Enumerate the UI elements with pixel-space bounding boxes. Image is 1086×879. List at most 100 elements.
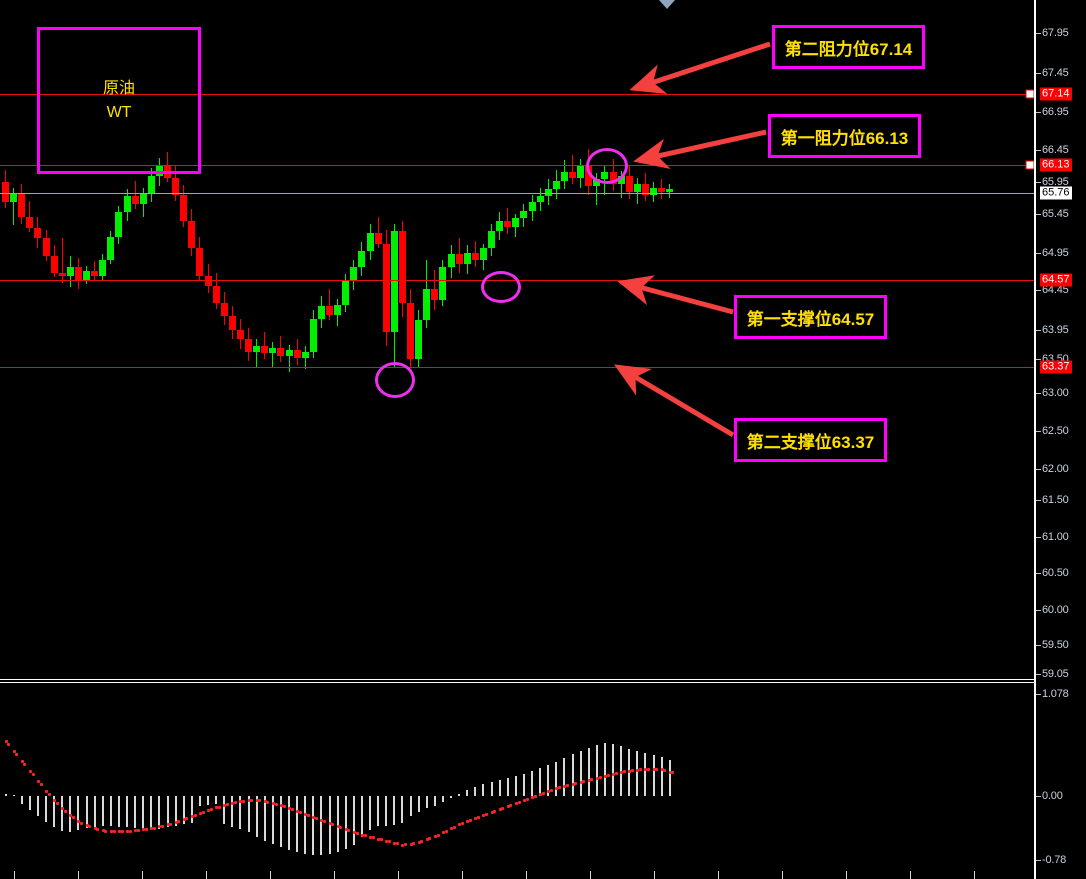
candle-body (577, 166, 585, 178)
macd-histogram-bar (571, 753, 574, 797)
price-tag-support-1[interactable]: 64.57 (1040, 273, 1072, 287)
axis-tick-label: 63.95 (1042, 324, 1069, 336)
macd-histogram-bar (433, 796, 436, 807)
macd-signal-point (231, 802, 235, 806)
macd-histogram-bar (134, 796, 137, 829)
macd-signal-point (355, 832, 359, 836)
macd-signal-point (579, 780, 583, 784)
level-line-last-price[interactable] (0, 193, 1034, 194)
price-tag-last-price[interactable]: 65.76 (1040, 186, 1072, 200)
marker-support2-touch[interactable] (375, 362, 415, 398)
annotation-second-resistance[interactable]: 第二阻力位67.14 (772, 25, 925, 69)
axis-tick-label: 62.50 (1042, 425, 1069, 437)
macd-signal-point (166, 823, 170, 827)
macd-signal-point (598, 776, 602, 780)
candle-body (569, 172, 576, 178)
macd-signal-point (88, 825, 92, 829)
macd-signal-point (128, 830, 132, 834)
macd-indicator-panel[interactable] (0, 683, 1034, 879)
macd-signal-point (541, 792, 545, 796)
candle-wick (256, 339, 258, 368)
macd-histogram-bar (36, 796, 39, 817)
candle-body (131, 196, 139, 204)
marker-support1-touch[interactable] (481, 271, 521, 303)
macd-signal-point (126, 830, 129, 834)
macd-histogram-bar (93, 796, 96, 828)
macd-histogram-bar (531, 770, 533, 797)
macd-signal-point (134, 829, 138, 833)
macd-signal-point (490, 811, 494, 815)
price-tag-resistance-2[interactable]: 67.14 (1040, 87, 1072, 101)
candle-body (123, 196, 131, 213)
chart-top-marker-icon (659, 0, 675, 9)
candle-body (439, 267, 447, 301)
axis-tick (1036, 359, 1041, 360)
macd-histogram-bar (458, 794, 461, 797)
axis-tick (1036, 182, 1041, 183)
level-line-resistance-1[interactable] (0, 165, 1034, 166)
macd-histogram-bar (352, 796, 355, 845)
symbol-line-2: WT (106, 103, 132, 121)
macd-histogram-bar (85, 796, 88, 829)
macd-histogram-bar (644, 752, 647, 797)
candle-body (504, 220, 512, 227)
macd-histogram-bar (344, 796, 347, 849)
macd-signal-point (242, 799, 246, 803)
level-line-resistance-2[interactable] (0, 94, 1034, 95)
macd-signal-point (23, 763, 27, 767)
macd-signal-point (45, 790, 48, 793)
macd-signal-point (320, 819, 324, 823)
axis-tick-label: 60.00 (1042, 604, 1069, 616)
macd-signal-point (630, 769, 634, 773)
macd-signal-point (522, 799, 526, 803)
candle-body (342, 281, 350, 305)
candle-wick (620, 170, 622, 198)
macd-signal-point (614, 772, 618, 776)
macd-signal-point (169, 822, 173, 826)
candle-wick (272, 341, 274, 368)
candle-wick (13, 187, 15, 226)
macd-signal-point (258, 799, 262, 803)
candle-body (83, 271, 90, 281)
macd-grid-tick (334, 871, 335, 879)
macd-histogram-bar (514, 775, 517, 797)
macd-signal-point (606, 774, 610, 778)
annotation-second-support[interactable]: 第二支撑位63.37 (734, 418, 887, 462)
candle-wick (94, 261, 96, 282)
annotation-first-resistance[interactable]: 第一阻力位66.13 (768, 114, 921, 158)
macd-signal-point (595, 776, 599, 780)
macd-histogram-bar (101, 796, 104, 827)
price-tag-support-2[interactable]: 63.37 (1040, 360, 1072, 374)
macd-grid-tick (270, 871, 271, 879)
macd-signal-point (63, 809, 67, 813)
macd-histogram-bar (304, 796, 307, 854)
candle-body (358, 251, 366, 268)
macd-signal-point (590, 778, 594, 782)
axis-tick (1036, 694, 1041, 695)
axis-tick (1036, 112, 1041, 113)
candle-body (455, 254, 463, 265)
price-tag-resistance-1[interactable]: 66.13 (1040, 158, 1072, 172)
macd-histogram-bar (174, 796, 177, 827)
macd-signal-point (647, 767, 651, 771)
macd-signal-point (436, 833, 440, 837)
macd-grid-tick (206, 871, 207, 879)
macd-histogram-bar (320, 796, 323, 855)
macd-signal-point (425, 837, 429, 841)
candle-body (625, 176, 633, 193)
macd-signal-point (120, 830, 124, 834)
macd-histogram-bar (61, 796, 64, 832)
candle-body (277, 347, 285, 357)
axis-tick-label: 61.50 (1042, 494, 1069, 506)
macd-signal-point (493, 810, 497, 814)
price-axis[interactable]: 67.95 67.45 66.95 66.45 65.95 65.45 64.95 64.45… (1034, 0, 1086, 879)
marker-resistance-touch[interactable] (586, 148, 628, 184)
annotation-first-support[interactable]: 第一支撑位64.57 (734, 295, 887, 339)
candle-body (212, 285, 220, 304)
symbol-label-box[interactable]: 原油 WT (37, 27, 201, 174)
level-line-support-2[interactable] (0, 367, 1034, 368)
candle-body (334, 304, 342, 315)
macd-signal-point (363, 834, 367, 838)
macd-signal-point (31, 773, 35, 777)
macd-signal-point (255, 799, 259, 803)
